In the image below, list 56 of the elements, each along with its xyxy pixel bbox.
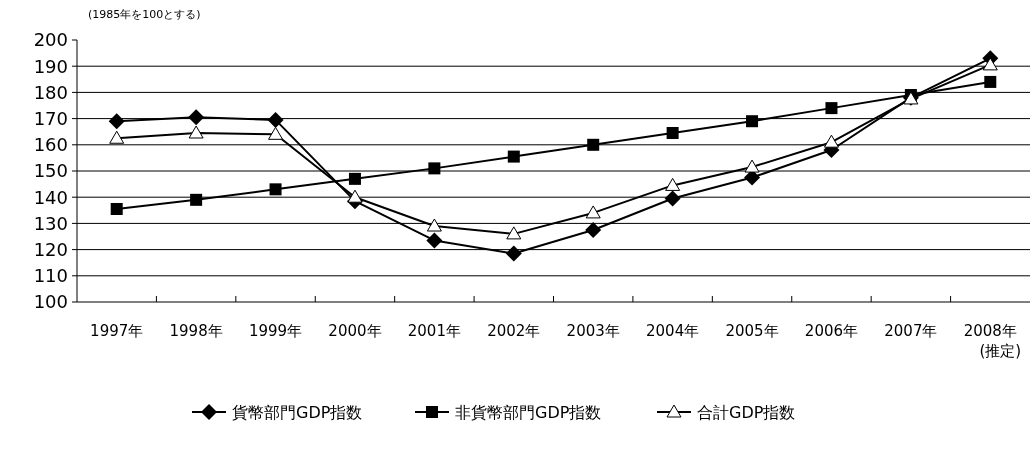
y-tick-label: 140: [33, 186, 68, 208]
point: [982, 57, 998, 71]
point: [587, 138, 600, 151]
y-tick-label: 110: [33, 265, 68, 287]
point: [823, 134, 839, 148]
x-tick-label: 1999年: [248, 322, 303, 340]
point: [984, 75, 997, 88]
y-tick-label: 180: [33, 81, 68, 103]
legend-label: 合計GDP指数: [697, 402, 796, 422]
y-tick-label: 160: [33, 134, 68, 156]
point: [825, 102, 838, 115]
point: [746, 115, 759, 128]
point: [666, 127, 679, 140]
x-tick-label: 2006年: [804, 322, 859, 340]
legend-label: 貨幣部門GDP指数: [232, 402, 363, 422]
y-tick-label: 130: [33, 212, 68, 234]
x-tick-label: 1997年: [90, 322, 144, 340]
x-tick-label: 2008年 (推定): [963, 322, 1022, 360]
point: [268, 126, 284, 140]
point: [188, 125, 204, 139]
x-tick-label: 2002年: [487, 322, 541, 340]
y-tick-label: 170: [33, 107, 68, 129]
point: [507, 150, 520, 163]
point: [109, 130, 125, 144]
point: [744, 159, 760, 173]
point: [585, 205, 601, 219]
x-tick-label: 2005年: [725, 322, 779, 340]
y-tick-label: 120: [33, 238, 68, 260]
x-tick-label: 2000年: [328, 322, 382, 340]
y-tick-label: 200: [33, 29, 68, 51]
text: (1985年を100とする): [88, 8, 201, 21]
point: [665, 177, 681, 191]
point: [108, 113, 125, 130]
point: [428, 162, 441, 175]
point: [506, 226, 522, 240]
point: [348, 172, 361, 185]
point: [505, 245, 522, 262]
point: [664, 190, 681, 207]
point: [347, 189, 363, 203]
x-tick-label: 1998年: [169, 322, 223, 340]
legend-label: 非貨幣部門GDP指数: [455, 402, 602, 422]
y-tick-label: 100: [33, 291, 68, 313]
x-tick-label: 2001年: [407, 322, 461, 340]
y-tick-label: 190: [33, 55, 68, 77]
y-tick-label: 150: [33, 160, 68, 182]
point: [188, 109, 205, 126]
point: [426, 232, 443, 249]
x-tick-label: 2004年: [646, 322, 700, 340]
point: [190, 193, 203, 206]
x-tick-label: 2007年: [884, 322, 938, 340]
point: [426, 218, 442, 232]
point: [269, 183, 282, 196]
x-tick-label: 2003年: [566, 322, 620, 340]
point: [267, 111, 284, 128]
point: [110, 202, 123, 215]
point: [585, 221, 602, 238]
